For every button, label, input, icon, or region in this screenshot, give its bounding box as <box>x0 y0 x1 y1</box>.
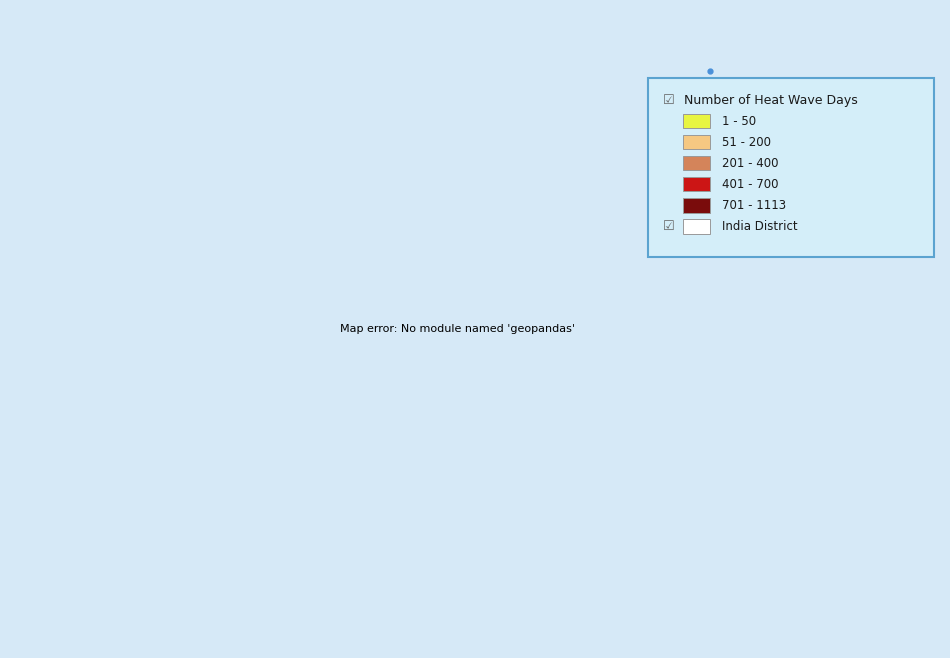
Text: India District: India District <box>722 220 798 233</box>
Text: 201 - 400: 201 - 400 <box>722 157 778 170</box>
Text: ☑: ☑ <box>663 93 674 107</box>
Text: Map error: No module named 'geopandas': Map error: No module named 'geopandas' <box>340 324 575 334</box>
Text: 51 - 200: 51 - 200 <box>722 136 771 149</box>
Text: ☑: ☑ <box>663 220 674 233</box>
Text: 701 - 1113: 701 - 1113 <box>722 199 787 212</box>
Text: Number of Heat Wave Days: Number of Heat Wave Days <box>684 93 858 107</box>
Text: 401 - 700: 401 - 700 <box>722 178 778 191</box>
Text: 1 - 50: 1 - 50 <box>722 114 756 128</box>
